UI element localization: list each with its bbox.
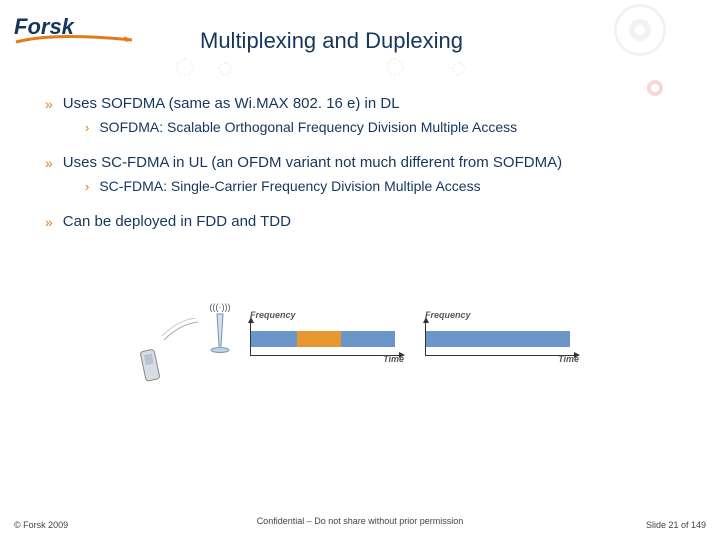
slide: Forsk Multiplexing and Duplexing » Uses …	[0, 0, 720, 540]
axis-label-x: Time	[558, 354, 579, 364]
bullet-text: SOFDMA: Scalable Orthogonal Frequency Di…	[99, 119, 517, 135]
band-orange	[297, 331, 341, 347]
bullet-text: Can be deployed in FDD and TDD	[63, 213, 291, 230]
bullet-level-1: » Uses SC-FDMA in UL (an OFDM variant no…	[45, 154, 680, 172]
axis-label-x: Time	[383, 354, 404, 364]
bullet-text: Uses SOFDMA (same as Wi.MAX 802. 16 e) i…	[63, 95, 400, 112]
slide-title: Multiplexing and Duplexing	[200, 28, 463, 54]
phone-icon	[140, 348, 162, 393]
watermark-dot	[386, 58, 404, 76]
watermark-dot	[452, 62, 466, 76]
footer-confidential: Confidential – Do not share without prio…	[0, 516, 720, 526]
axis-label-y: Frequency	[425, 310, 471, 320]
diagram: (((·))) Frequency Time	[140, 300, 580, 400]
content-area: » Uses SOFDMA (same as Wi.MAX 802. 16 e)…	[45, 95, 680, 237]
bullet-level-1: » Uses SOFDMA (same as Wi.MAX 802. 16 e)…	[45, 95, 680, 113]
antenna-icon: (((·)))	[205, 300, 235, 375]
watermark-dot	[218, 62, 232, 76]
chart-box	[425, 322, 575, 356]
band-blue	[341, 331, 395, 347]
axis-label-y: Frequency	[250, 310, 296, 320]
logo: Forsk	[14, 12, 144, 52]
band-blue	[426, 331, 570, 347]
bullet-text: Uses SC-FDMA in UL (an OFDM variant not …	[63, 154, 562, 171]
bullet-glyph-icon: »	[45, 95, 53, 113]
band-blue	[251, 331, 297, 347]
frequency-time-chart-right: Frequency Time	[425, 322, 575, 356]
chart-box	[250, 322, 400, 356]
watermark-ring-small	[647, 80, 663, 96]
axis-arrow-icon	[248, 317, 254, 323]
footer: © Forsk 2009 Confidential – Do not share…	[0, 516, 720, 530]
watermark-ring-inner	[629, 19, 651, 41]
bullet-glyph-icon: ›	[85, 178, 89, 195]
watermark-dot	[176, 58, 194, 76]
bullet-text: SC-FDMA: Single-Carrier Frequency Divisi…	[99, 178, 480, 194]
radio-wave-icon	[158, 318, 202, 346]
footer-slide-number: Slide 21 of 149	[646, 520, 706, 530]
bullet-level-2: › SC-FDMA: Single-Carrier Frequency Divi…	[85, 178, 680, 195]
frequency-time-chart-left: Frequency Time	[250, 322, 400, 356]
bullet-level-1: » Can be deployed in FDD and TDD	[45, 213, 680, 231]
svg-text:(((·))): (((·)))	[210, 302, 231, 312]
bullet-level-2: › SOFDMA: Scalable Orthogonal Frequency …	[85, 119, 680, 136]
bullet-glyph-icon: »	[45, 154, 53, 172]
bullet-glyph-icon: »	[45, 213, 53, 231]
bullet-glyph-icon: ›	[85, 119, 89, 136]
axis-arrow-icon	[423, 317, 429, 323]
